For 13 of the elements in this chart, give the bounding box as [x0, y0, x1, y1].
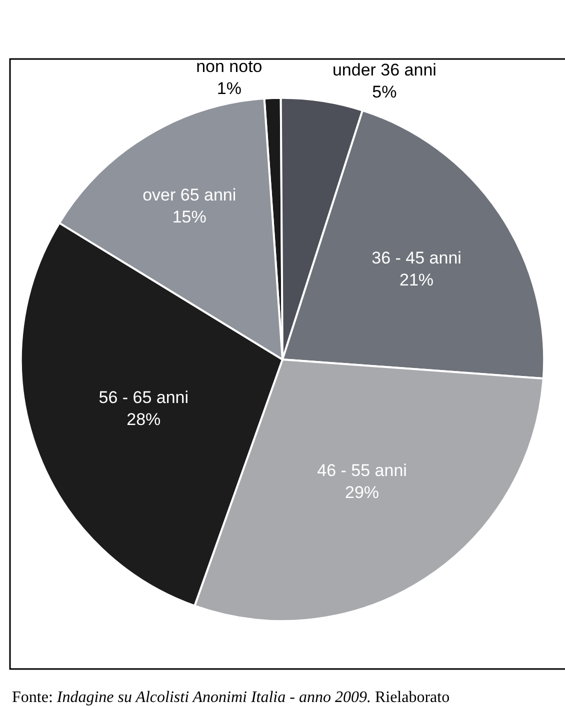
data-label: 5% [372, 82, 397, 102]
data-label: 15% [172, 208, 206, 227]
data-label: 1% [216, 79, 242, 98]
source-note: Fonte: Indagine su Alcolisti Anonimi Italia - anno 2009. Rielaborato [12, 689, 450, 706]
slice-label: under 36 anni [332, 60, 436, 80]
data-label: 29% [345, 483, 380, 502]
data-label: 21% [400, 270, 434, 290]
slice-label: non noto [196, 56, 262, 76]
slice-label: 36 - 45 anni [372, 248, 462, 268]
slice-label: over 65 anni [142, 186, 236, 205]
data-label: 28% [126, 410, 161, 430]
slice-label: 46 - 55 anni [317, 460, 407, 480]
slice-label: 56 - 65 anni [98, 388, 189, 407]
